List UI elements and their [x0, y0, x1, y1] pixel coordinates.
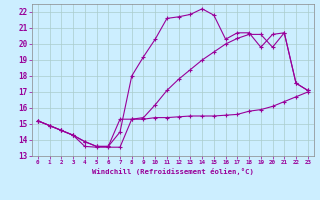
X-axis label: Windchill (Refroidissement éolien,°C): Windchill (Refroidissement éolien,°C): [92, 168, 254, 175]
